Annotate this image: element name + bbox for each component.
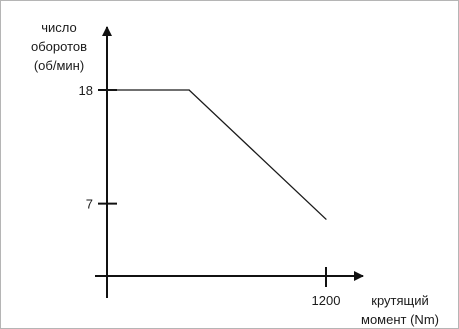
series-0-point-0: [106, 89, 108, 91]
y-axis-title-line-3: (об/мин): [34, 58, 84, 73]
series-line-0: [107, 89, 327, 220]
series-0-point-2: [325, 218, 327, 220]
x-axis-title-line-2: момент (Nm): [361, 312, 439, 327]
y-tick-label-18: 18: [79, 83, 93, 98]
y-axis-title-line-2: оборотов: [31, 39, 87, 54]
x-tick-label-1200: 1200: [312, 293, 341, 308]
x-axis-title-line-1: крутящий: [371, 293, 428, 308]
y-tick-label-7: 7: [86, 197, 93, 212]
series-layer: [106, 89, 327, 220]
y-axis-title-line-1: число: [41, 20, 77, 35]
series-0-point-1: [188, 89, 190, 91]
ticks-layer: 7 18 1200: [79, 83, 341, 308]
